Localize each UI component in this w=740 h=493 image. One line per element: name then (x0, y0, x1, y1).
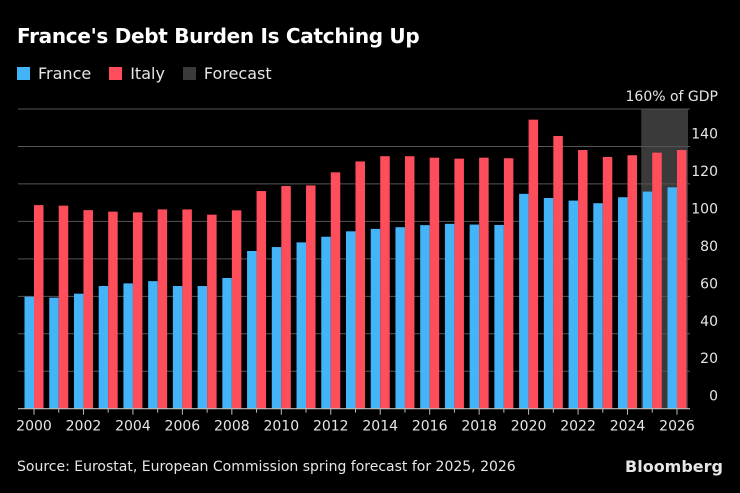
x-tick-label: 2016 (412, 419, 448, 435)
bar-france-2010 (271, 247, 282, 409)
bar-france-2019 (494, 224, 504, 409)
x-tick-label: 2006 (165, 419, 201, 435)
x-tick-label: 2002 (66, 419, 102, 435)
bar-italy-2019 (503, 158, 514, 409)
bar-italy-2020 (528, 119, 539, 409)
x-tick-label: 2008 (214, 419, 250, 435)
source-note: Source: Eurostat, European Commission sp… (17, 459, 516, 475)
bar-france-2009 (247, 250, 257, 409)
y-tick-label: 100 (691, 201, 718, 217)
bar-italy-2021 (553, 135, 563, 409)
bar-france-2012 (321, 236, 331, 409)
bar-france-2007 (197, 286, 208, 409)
bar-italy-2004 (132, 212, 143, 409)
x-tick-label: 2022 (560, 419, 596, 435)
bar-italy-2002 (83, 210, 93, 409)
x-tick-label: 2026 (659, 419, 695, 435)
bar-france-2003 (98, 286, 109, 409)
bar-france-2000 (24, 296, 34, 409)
bar-france-2017 (444, 223, 455, 409)
x-tick-label: 2004 (115, 419, 151, 435)
legend-swatch-france (17, 67, 30, 80)
bar-italy-2025 (652, 152, 662, 409)
bar-france-2001 (49, 297, 59, 409)
x-tick-label: 2020 (511, 419, 547, 435)
y-tick-label: 120 (691, 164, 718, 180)
y-axis-label: 160% of GDP (626, 89, 719, 105)
x-tick-label: 2000 (16, 419, 52, 435)
y-tick-label: 40 (700, 314, 718, 330)
legend-item-italy: Italy (109, 64, 165, 83)
chart-title: France's Debt Burden Is Catching Up (17, 24, 420, 48)
bar-france-2016 (420, 225, 430, 409)
bar-france-2023 (593, 203, 603, 409)
bar-france-2024 (618, 197, 628, 409)
bar-france-2002 (73, 293, 84, 409)
bar-france-2013 (345, 231, 356, 409)
bar-italy-2007 (207, 214, 217, 409)
y-tick-label: 0 (709, 389, 718, 405)
legend-label-france: France (38, 64, 92, 83)
legend-swatch-italy (109, 67, 123, 80)
bar-italy-2017 (454, 158, 464, 409)
x-tick-label: 2018 (461, 419, 497, 435)
bar-france-2008 (222, 277, 232, 409)
bar-france-2020 (519, 193, 529, 409)
bar-italy-2014 (380, 156, 390, 409)
legend: France Italy Forecast (17, 64, 272, 83)
x-tick-label: 2012 (313, 419, 349, 435)
bar-france-2025 (642, 191, 653, 409)
bar-france-2022 (568, 200, 579, 409)
bar-italy-2005 (157, 209, 168, 409)
bar-italy-2011 (306, 185, 316, 409)
x-tick-label: 2014 (362, 419, 398, 435)
legend-item-forecast: Forecast (182, 64, 272, 83)
y-tick-label: 140 (691, 126, 718, 142)
y-tick-label: 80 (700, 239, 718, 255)
bar-france-2005 (148, 281, 158, 409)
bar-italy-2008 (231, 210, 242, 409)
bar-france-2021 (543, 197, 554, 409)
bar-italy-2018 (479, 157, 489, 409)
x-tick-label: 2024 (610, 419, 646, 435)
bar-italy-2016 (429, 157, 440, 409)
legend-label-forecast: Forecast (203, 64, 272, 83)
y-tick-label: 60 (700, 276, 718, 292)
bar-italy-2003 (108, 211, 118, 409)
bar-france-2011 (296, 242, 307, 409)
bar-italy-2022 (578, 150, 588, 409)
bar-italy-2009 (256, 191, 267, 409)
bar-italy-2026 (676, 150, 687, 409)
bar-italy-2000 (34, 205, 44, 409)
y-tick-label: 20 (700, 351, 718, 367)
bar-italy-2006 (182, 209, 192, 409)
bar-france-2004 (123, 283, 133, 409)
legend-label-italy: Italy (130, 64, 165, 83)
x-tick-label: 2010 (263, 419, 299, 435)
bar-france-2006 (172, 286, 183, 409)
bloomberg-logo: Bloomberg (625, 457, 723, 476)
bar-france-2014 (370, 228, 381, 409)
legend-swatch-forecast (182, 67, 196, 80)
legend-item-france: France (17, 64, 91, 83)
bar-italy-2024 (627, 155, 638, 409)
bar-france-2026 (667, 187, 677, 409)
bar-france-2018 (469, 224, 480, 409)
bar-france-2015 (395, 227, 405, 409)
bar-italy-2013 (355, 161, 365, 409)
bar-italy-2012 (330, 172, 341, 409)
bar-italy-2015 (404, 156, 415, 409)
bar-italy-2023 (602, 156, 613, 409)
bar-italy-2001 (58, 205, 69, 409)
bar-italy-2010 (281, 185, 291, 409)
